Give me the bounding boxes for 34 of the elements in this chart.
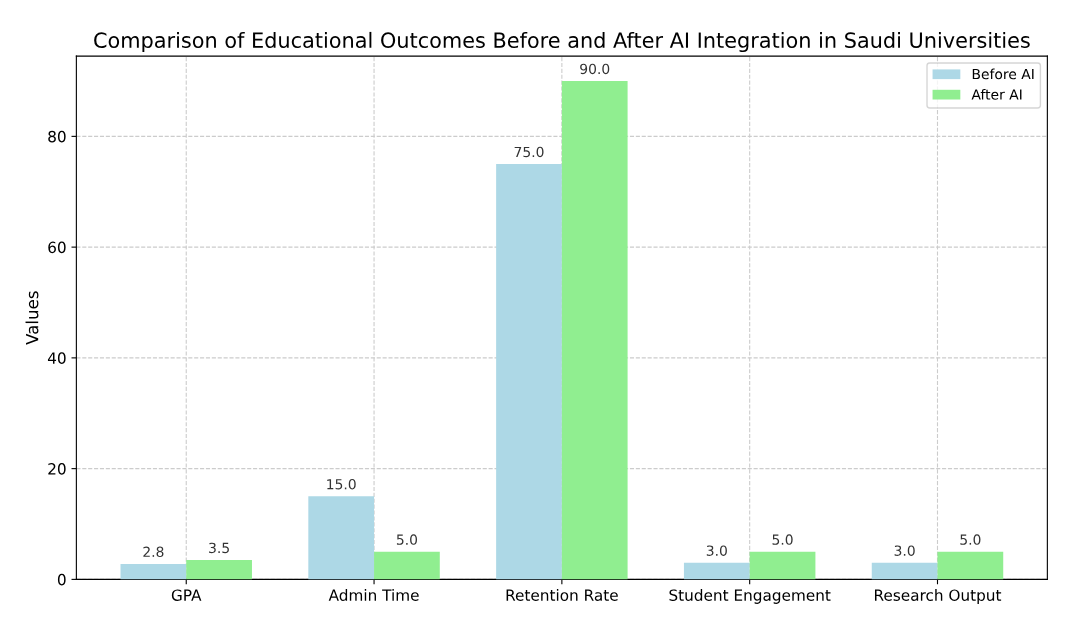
x-tick-label: Admin Time [328, 589, 419, 601]
data-label: 5.0 [396, 534, 418, 545]
bar [749, 551, 816, 580]
bar [120, 563, 187, 580]
x-tick-label: Student Engagement [669, 589, 831, 604]
data-label: 3.5 [209, 542, 229, 554]
data-label: 3.0 [894, 545, 915, 556]
y-axis-title: Values [25, 291, 39, 345]
y-tick-label: 20 [48, 463, 66, 475]
data-label: 90.0 [580, 63, 610, 75]
bar [496, 164, 562, 580]
chart-title: Comparison of Educational Outcomes Before and After AI Integration in Saudi Universities [94, 31, 1030, 53]
bar [683, 562, 750, 580]
legend-label: Before AI [972, 68, 1034, 80]
y-tick-label: 0 [57, 573, 66, 586]
bar [186, 560, 252, 580]
bar [937, 551, 1004, 580]
data-label: 5.0 [960, 534, 981, 545]
bar [374, 551, 440, 580]
data-label: 2.8 [143, 546, 164, 558]
legend-label: After AI [971, 88, 1022, 100]
x-tick-label: GPA [171, 589, 202, 601]
y-tick-label: 60 [48, 241, 66, 254]
bar [308, 496, 375, 580]
x-tick-label: Retention Rate [506, 589, 618, 601]
x-tick-label: Research Output [874, 589, 1002, 604]
data-label: 3.0 [706, 545, 727, 556]
y-tick-label: 80 [48, 130, 66, 143]
data-label: 75.0 [514, 146, 544, 158]
data-label: 5.0 [772, 534, 793, 545]
data-label: 15.0 [327, 478, 356, 490]
y-tick-label: 40 [47, 352, 66, 364]
bar [871, 562, 938, 580]
bar [561, 80, 628, 580]
